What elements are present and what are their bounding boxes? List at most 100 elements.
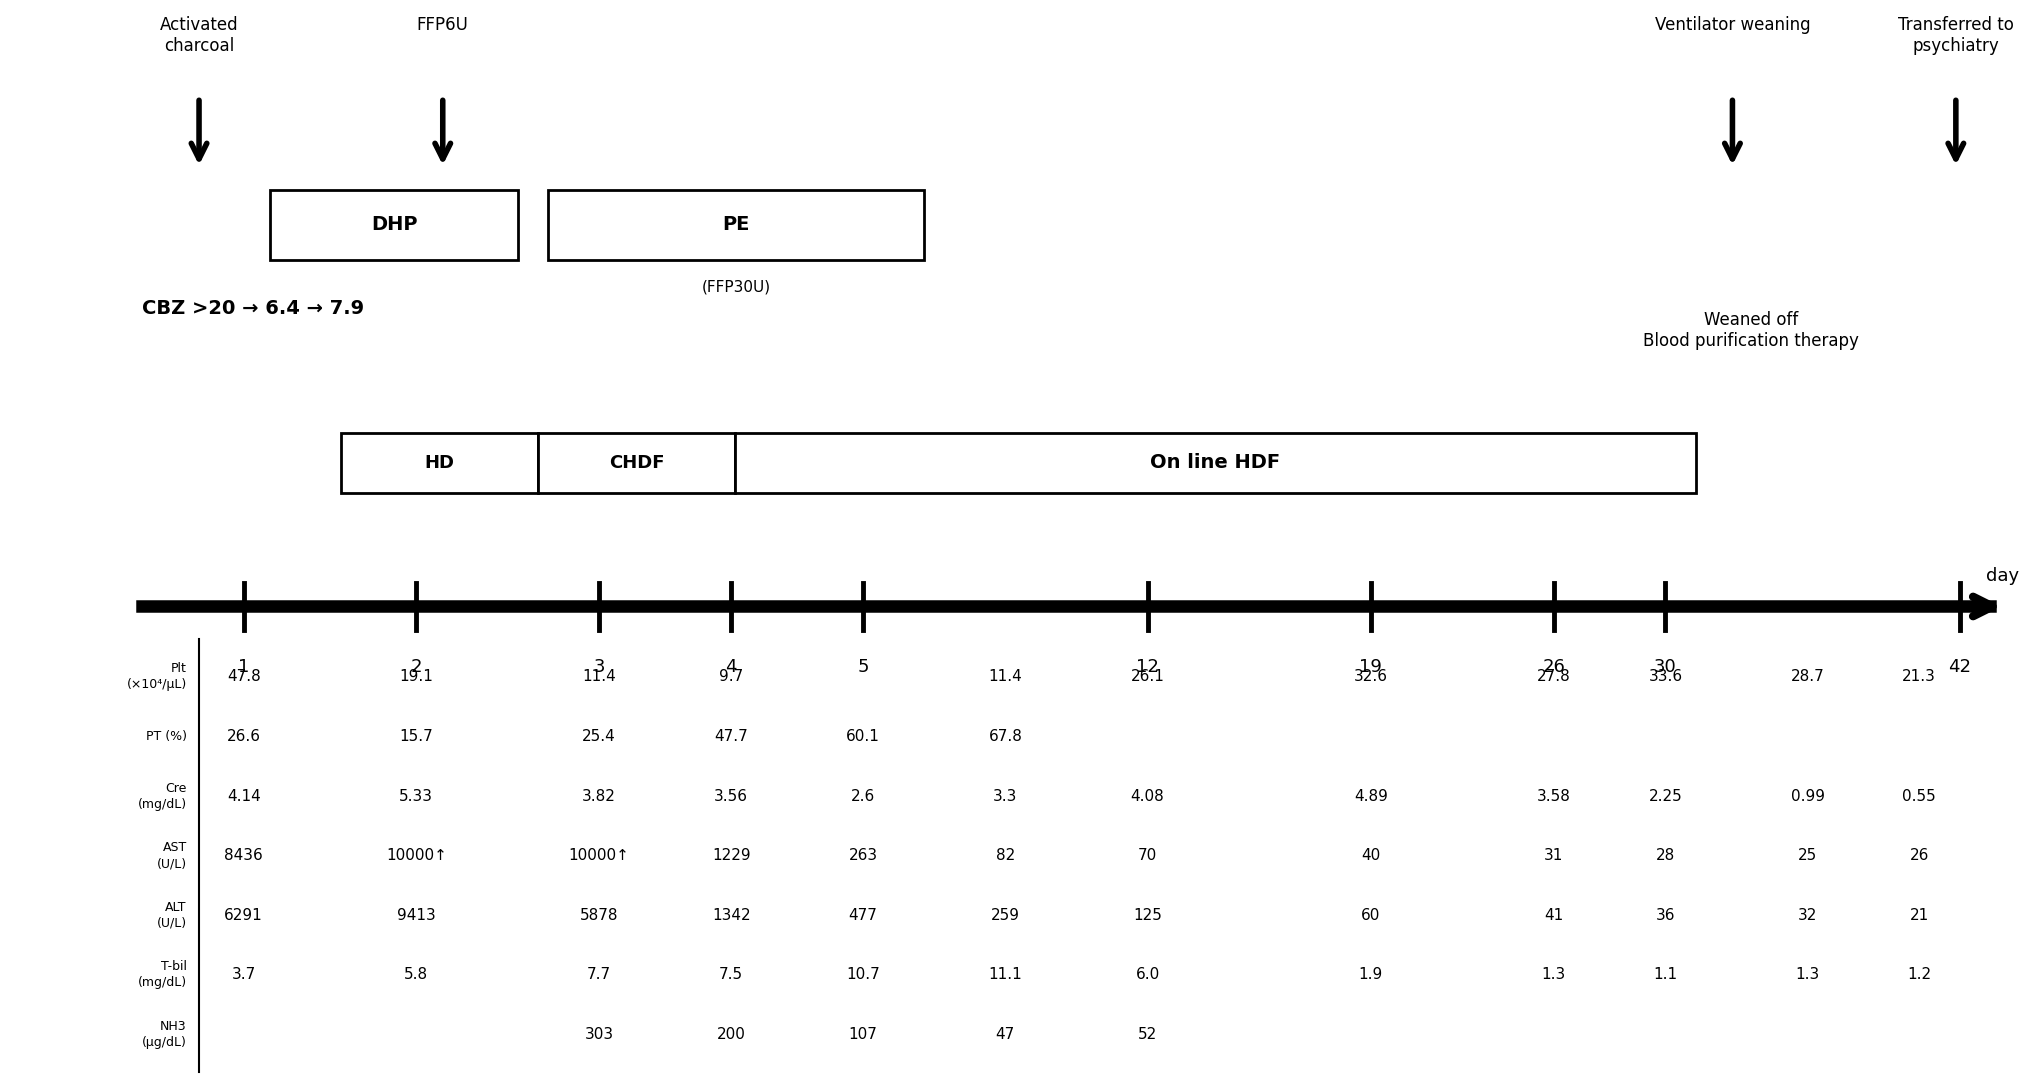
Text: 26.1: 26.1 xyxy=(1131,669,1163,684)
Text: day: day xyxy=(1985,567,2018,585)
Text: 47.7: 47.7 xyxy=(715,729,747,744)
Text: 26.6: 26.6 xyxy=(227,729,260,744)
Text: T-bil
(mg/dL): T-bil (mg/dL) xyxy=(138,961,187,989)
Text: 12: 12 xyxy=(1135,658,1159,677)
Text: 32: 32 xyxy=(1797,908,1817,923)
Text: 200: 200 xyxy=(717,1027,745,1042)
Text: 9.7: 9.7 xyxy=(719,669,743,684)
Text: PE: PE xyxy=(723,216,749,234)
Text: 47.8: 47.8 xyxy=(227,669,260,684)
Text: 303: 303 xyxy=(585,1027,613,1042)
Text: 36: 36 xyxy=(1654,908,1675,923)
Text: 70: 70 xyxy=(1137,848,1157,863)
Text: 5.8: 5.8 xyxy=(404,967,428,982)
Text: 2.25: 2.25 xyxy=(1648,788,1681,804)
Text: 2.6: 2.6 xyxy=(851,788,875,804)
Text: 15.7: 15.7 xyxy=(400,729,432,744)
Bar xyxy=(538,433,735,493)
Text: 42: 42 xyxy=(1947,658,1971,677)
Bar xyxy=(548,190,924,260)
Text: FFP6U: FFP6U xyxy=(416,16,469,35)
Text: 11.1: 11.1 xyxy=(989,967,1021,982)
Text: 1.9: 1.9 xyxy=(1358,967,1382,982)
Text: 3: 3 xyxy=(593,658,605,677)
Text: 263: 263 xyxy=(849,848,877,863)
Text: 6291: 6291 xyxy=(223,908,264,923)
Text: 28.7: 28.7 xyxy=(1790,669,1823,684)
Text: 25: 25 xyxy=(1797,848,1817,863)
Text: 4.14: 4.14 xyxy=(227,788,260,804)
Text: 60.1: 60.1 xyxy=(847,729,879,744)
Text: 10000↑: 10000↑ xyxy=(568,848,629,863)
Text: 107: 107 xyxy=(849,1027,877,1042)
Text: 2: 2 xyxy=(410,658,422,677)
Text: On line HDF: On line HDF xyxy=(1149,454,1281,472)
Text: CBZ >20 → 6.4 → 7.9: CBZ >20 → 6.4 → 7.9 xyxy=(142,299,363,318)
Text: 26: 26 xyxy=(1908,848,1928,863)
Text: Ventilator weaning: Ventilator weaning xyxy=(1654,16,1809,35)
Bar xyxy=(270,190,518,260)
Text: 3.3: 3.3 xyxy=(993,788,1017,804)
Text: 1.1: 1.1 xyxy=(1652,967,1677,982)
Text: 27.8: 27.8 xyxy=(1537,669,1569,684)
Text: 4: 4 xyxy=(725,658,737,677)
Text: Weaned off
Blood purification therapy: Weaned off Blood purification therapy xyxy=(1642,311,1857,350)
Text: 5: 5 xyxy=(857,658,869,677)
Text: 19: 19 xyxy=(1358,658,1382,677)
Text: (FFP30U): (FFP30U) xyxy=(700,279,771,295)
Text: 60: 60 xyxy=(1360,908,1380,923)
Text: CHDF: CHDF xyxy=(609,454,664,472)
Text: 10000↑: 10000↑ xyxy=(386,848,447,863)
Text: 52: 52 xyxy=(1137,1027,1157,1042)
Bar xyxy=(341,433,538,493)
Text: 30: 30 xyxy=(1652,658,1677,677)
Text: 7.7: 7.7 xyxy=(587,967,611,982)
Text: 8436: 8436 xyxy=(223,848,264,863)
Text: 3.82: 3.82 xyxy=(583,788,615,804)
Text: 6.0: 6.0 xyxy=(1135,967,1159,982)
Text: 7.5: 7.5 xyxy=(719,967,743,982)
Text: 41: 41 xyxy=(1543,908,1563,923)
Text: 10.7: 10.7 xyxy=(847,967,879,982)
Text: 21.3: 21.3 xyxy=(1902,669,1935,684)
Text: 11.4: 11.4 xyxy=(583,669,615,684)
Text: Transferred to
psychiatry: Transferred to psychiatry xyxy=(1896,16,2014,55)
Text: 1342: 1342 xyxy=(710,908,751,923)
Text: 3.56: 3.56 xyxy=(715,788,747,804)
Text: ALT
(U/L): ALT (U/L) xyxy=(156,901,187,929)
Text: 11.4: 11.4 xyxy=(989,669,1021,684)
Text: Cre
(mg/dL): Cre (mg/dL) xyxy=(138,782,187,810)
Text: 25.4: 25.4 xyxy=(583,729,615,744)
Text: 1229: 1229 xyxy=(710,848,751,863)
Text: 19.1: 19.1 xyxy=(400,669,432,684)
Text: 125: 125 xyxy=(1133,908,1161,923)
Text: 9413: 9413 xyxy=(396,908,436,923)
Text: 32.6: 32.6 xyxy=(1354,669,1386,684)
Text: AST
(U/L): AST (U/L) xyxy=(156,841,187,870)
Text: HD: HD xyxy=(424,454,455,472)
Text: 0.99: 0.99 xyxy=(1790,788,1823,804)
Text: NH3
(μg/dL): NH3 (μg/dL) xyxy=(142,1020,187,1048)
Text: 40: 40 xyxy=(1360,848,1380,863)
Text: 4.08: 4.08 xyxy=(1131,788,1163,804)
Text: 31: 31 xyxy=(1543,848,1563,863)
Text: Plt
(×10⁴/μL): Plt (×10⁴/μL) xyxy=(126,663,187,691)
Text: 5878: 5878 xyxy=(581,908,617,923)
Text: 21: 21 xyxy=(1908,908,1928,923)
Text: 1.2: 1.2 xyxy=(1906,967,1931,982)
Text: 1.3: 1.3 xyxy=(1795,967,1819,982)
Text: PT (%): PT (%) xyxy=(146,730,187,743)
Text: 82: 82 xyxy=(995,848,1015,863)
Text: 477: 477 xyxy=(849,908,877,923)
Text: 5.33: 5.33 xyxy=(400,788,432,804)
Bar xyxy=(735,433,1695,493)
Text: 1.3: 1.3 xyxy=(1541,967,1565,982)
Text: Activated
charcoal: Activated charcoal xyxy=(160,16,238,55)
Text: 3.58: 3.58 xyxy=(1537,788,1569,804)
Text: 259: 259 xyxy=(991,908,1019,923)
Text: 0.55: 0.55 xyxy=(1902,788,1935,804)
Text: DHP: DHP xyxy=(371,216,416,234)
Text: 47: 47 xyxy=(995,1027,1015,1042)
Text: 28: 28 xyxy=(1654,848,1675,863)
Text: 67.8: 67.8 xyxy=(989,729,1021,744)
